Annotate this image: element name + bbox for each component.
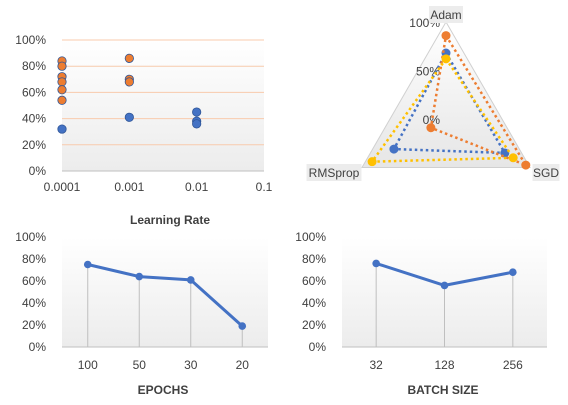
series-point xyxy=(509,268,517,276)
scatter-x-axis-title: Learning Rate xyxy=(130,213,210,227)
batch-size-x-axis-title: BATCH SIZE xyxy=(407,383,478,397)
radar-point-orange xyxy=(426,123,435,132)
scatter-point-orange xyxy=(58,78,66,86)
x-tick-label: 20 xyxy=(236,358,250,372)
x-tick-label: 128 xyxy=(434,358,454,372)
series-point xyxy=(441,282,449,290)
scatter-chart: 0% 20% 40% 60% 80% 100% 0.0001 0.001 0.01 0.1 Le… xyxy=(15,33,272,227)
radar-point-gold xyxy=(368,157,377,166)
scatter-point-orange xyxy=(58,96,66,104)
x-tick-label: 100 xyxy=(78,358,98,372)
epochs-plot-area xyxy=(62,237,268,347)
series-point xyxy=(238,322,246,330)
scatter-y-tick-label: 20% xyxy=(22,138,46,152)
radar-point-blue xyxy=(389,145,398,154)
scatter-point-orange xyxy=(125,78,133,86)
y-tick-label: 80% xyxy=(302,252,326,266)
scatter-x-tick-label: 0.01 xyxy=(185,180,209,194)
radar-axis-label: Adam xyxy=(430,8,461,22)
y-tick-label: 20% xyxy=(302,318,326,332)
scatter-point-blue xyxy=(192,108,200,116)
epochs-x-axis-title: EPOCHS xyxy=(138,383,189,397)
x-tick-label: 30 xyxy=(184,358,198,372)
y-tick-label: 100% xyxy=(295,230,326,244)
batch-size-chart: 0% 20% 40% 60% 80% 100% 32 128 256 BATCH SIZE xyxy=(295,230,547,397)
scatter-point-orange xyxy=(58,86,66,94)
y-tick-label: 40% xyxy=(302,296,326,310)
scatter-point-orange xyxy=(125,54,133,62)
y-tick-label: 0% xyxy=(29,340,47,354)
scatter-point-orange xyxy=(58,62,66,70)
scatter-point-blue xyxy=(192,120,200,128)
scatter-x-tick-label: 0.1 xyxy=(256,180,273,194)
radar-point-orange xyxy=(521,161,530,170)
y-tick-label: 80% xyxy=(22,252,46,266)
scatter-plot-area xyxy=(62,40,264,171)
scatter-y-tick-label: 40% xyxy=(22,112,46,126)
series-point xyxy=(84,261,92,269)
radar-point-gold xyxy=(509,153,518,162)
x-tick-label: 50 xyxy=(133,358,147,372)
y-tick-label: 40% xyxy=(22,296,46,310)
scatter-x-tick-label: 0.001 xyxy=(114,180,144,194)
scatter-x-tick-label: 0.0001 xyxy=(44,180,81,194)
scatter-y-tick-label: 0% xyxy=(29,164,47,178)
epochs-chart: 0% 20% 40% 60% 80% 100% 100 50 30 20 EPOCHS xyxy=(15,230,268,397)
x-tick-label: 32 xyxy=(369,358,383,372)
scatter-y-tick-label: 100% xyxy=(15,33,46,47)
x-tick-label: 256 xyxy=(503,358,523,372)
y-tick-label: 100% xyxy=(15,230,46,244)
scatter-y-tick-label: 80% xyxy=(22,59,46,73)
y-tick-label: 60% xyxy=(22,274,46,288)
radar-axis-label: SGD xyxy=(533,166,559,180)
series-point xyxy=(372,260,380,268)
y-tick-label: 20% xyxy=(22,318,46,332)
scatter-point-blue xyxy=(125,113,133,121)
radar-point-orange xyxy=(442,31,451,40)
series-point xyxy=(187,276,195,284)
scatter-point-blue xyxy=(58,125,66,133)
scatter-y-tick-label: 60% xyxy=(22,85,46,99)
radar-axis-label: RMSprop xyxy=(309,166,360,180)
y-tick-label: 60% xyxy=(302,274,326,288)
y-tick-label: 0% xyxy=(309,340,327,354)
series-point xyxy=(135,273,143,281)
radar-point-gold xyxy=(442,54,451,63)
